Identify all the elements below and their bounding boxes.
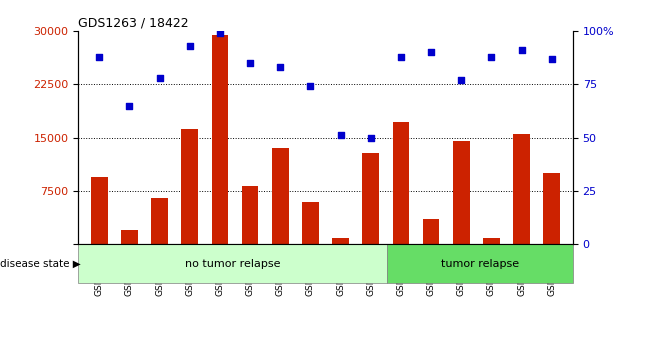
Bar <box>453 141 469 244</box>
Point <box>396 54 406 59</box>
Point <box>516 48 527 53</box>
FancyBboxPatch shape <box>387 244 573 283</box>
Point <box>366 135 376 140</box>
Bar <box>182 129 198 244</box>
Text: tumor relapse: tumor relapse <box>441 258 519 268</box>
Point <box>215 30 225 36</box>
Bar <box>151 198 168 244</box>
Bar <box>422 219 439 244</box>
Point <box>275 65 285 70</box>
Bar <box>363 153 379 244</box>
Point <box>486 54 497 59</box>
Point <box>426 50 436 55</box>
Point <box>154 75 165 81</box>
Bar <box>121 230 138 244</box>
Bar <box>272 148 288 244</box>
Point <box>335 133 346 138</box>
Bar <box>302 201 319 244</box>
Point <box>94 54 104 59</box>
Bar <box>212 34 229 244</box>
Text: GDS1263 / 18422: GDS1263 / 18422 <box>78 17 189 30</box>
Text: no tumor relapse: no tumor relapse <box>185 258 281 268</box>
Point <box>245 60 255 66</box>
Bar <box>513 134 530 244</box>
Bar <box>91 177 107 244</box>
Point <box>305 84 316 89</box>
Point <box>456 77 467 83</box>
Bar <box>483 238 500 244</box>
FancyBboxPatch shape <box>78 244 387 283</box>
Point <box>184 43 195 49</box>
Bar <box>242 186 258 244</box>
Point <box>547 56 557 61</box>
Point <box>124 103 135 108</box>
Bar <box>393 122 409 244</box>
Bar <box>544 173 560 244</box>
Text: disease state ▶: disease state ▶ <box>0 258 81 268</box>
Bar <box>332 238 349 244</box>
